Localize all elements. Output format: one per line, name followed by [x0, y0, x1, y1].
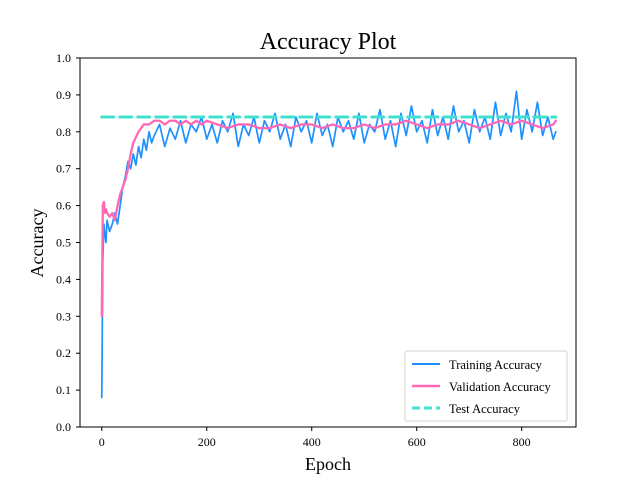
x-tick-label-1: 200: [198, 435, 216, 449]
legend-box: [404, 350, 568, 422]
legend-label-training: Training Accuracy: [449, 358, 543, 372]
x-axis-title: Epoch: [305, 454, 351, 474]
x-tick-label-2: 400: [303, 435, 321, 449]
y-tick-label-1: 0.1: [56, 383, 71, 397]
x-tick-label-3: 600: [408, 435, 426, 449]
y-tick-label-8: 0.8: [56, 125, 71, 139]
y-tick-label-4: 0.4: [56, 272, 71, 286]
x-tick-label-4: 800: [513, 435, 531, 449]
series-line-1: [100, 119, 557, 318]
y-axis: 0.0 0.1 0.2 0.3 0.4 0.5 0.6 0.7 0.8 0.9 1.0: [56, 51, 80, 434]
x-tick-label-0: 0: [99, 435, 105, 449]
y-tick-label-0: 0.0: [56, 420, 71, 434]
y-axis-title: Accuracy: [27, 209, 47, 278]
x-axis: 0 200 400 600 800: [99, 427, 531, 449]
plot-area: [79, 57, 577, 428]
y-tick-label-10: 1.0: [56, 51, 71, 65]
legend: Training Accuracy Validation Accuracy Te…: [404, 350, 568, 422]
chart-title: Accuracy Plot: [260, 29, 397, 55]
y-tick-label-2: 0.2: [56, 346, 71, 360]
y-tick-label-6: 0.6: [56, 199, 71, 213]
y-tick-label-3: 0.3: [56, 309, 71, 323]
series-line-0: [100, 90, 557, 399]
y-tick-label-5: 0.5: [56, 236, 71, 250]
y-tick-label-9: 0.9: [56, 88, 71, 102]
y-tick-label-7: 0.7: [56, 162, 71, 176]
legend-label-test: Test Accuracy: [449, 402, 521, 416]
legend-label-validation: Validation Accuracy: [449, 380, 551, 394]
